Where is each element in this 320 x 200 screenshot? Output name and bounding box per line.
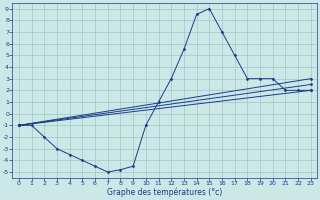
- X-axis label: Graphe des températures (°c): Graphe des températures (°c): [107, 188, 222, 197]
